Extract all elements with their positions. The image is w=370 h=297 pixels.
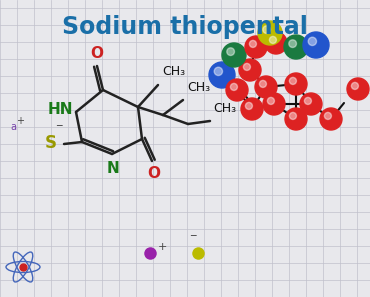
Circle shape — [243, 63, 250, 70]
Circle shape — [320, 108, 342, 130]
Circle shape — [305, 97, 312, 105]
Circle shape — [263, 93, 285, 115]
Circle shape — [303, 32, 329, 58]
Circle shape — [324, 112, 332, 119]
Circle shape — [285, 73, 307, 95]
Text: a: a — [10, 122, 16, 132]
Circle shape — [268, 97, 275, 105]
Circle shape — [289, 112, 296, 119]
Text: +: + — [16, 116, 24, 126]
Circle shape — [269, 37, 276, 43]
Circle shape — [231, 83, 238, 91]
Circle shape — [347, 78, 369, 100]
Circle shape — [222, 43, 246, 67]
Circle shape — [241, 98, 263, 120]
Circle shape — [209, 62, 235, 88]
Circle shape — [239, 59, 261, 81]
Text: CH₃: CH₃ — [162, 65, 185, 78]
Text: O: O — [91, 46, 104, 61]
Text: Sodium thiopental: Sodium thiopental — [62, 15, 308, 39]
Text: N: N — [107, 161, 120, 176]
Circle shape — [227, 48, 235, 56]
Text: O: O — [148, 166, 161, 181]
Text: HN: HN — [47, 102, 73, 118]
Circle shape — [265, 32, 287, 54]
Text: +: + — [158, 242, 167, 252]
Circle shape — [245, 36, 267, 58]
Circle shape — [214, 67, 222, 75]
Circle shape — [285, 108, 307, 130]
Circle shape — [226, 79, 248, 101]
Circle shape — [352, 82, 359, 89]
Text: CH₃: CH₃ — [187, 81, 210, 94]
Text: ‾: ‾ — [56, 125, 62, 135]
Circle shape — [263, 26, 270, 34]
Circle shape — [308, 37, 316, 45]
Circle shape — [259, 80, 266, 87]
Text: CH₃: CH₃ — [213, 102, 236, 115]
Circle shape — [300, 93, 322, 115]
Circle shape — [245, 102, 252, 109]
Circle shape — [258, 21, 282, 45]
Circle shape — [255, 76, 277, 98]
Text: S: S — [45, 134, 57, 152]
Circle shape — [289, 40, 296, 48]
Circle shape — [289, 78, 296, 84]
Circle shape — [249, 40, 256, 48]
Circle shape — [284, 35, 308, 59]
Text: ‾: ‾ — [190, 235, 196, 245]
